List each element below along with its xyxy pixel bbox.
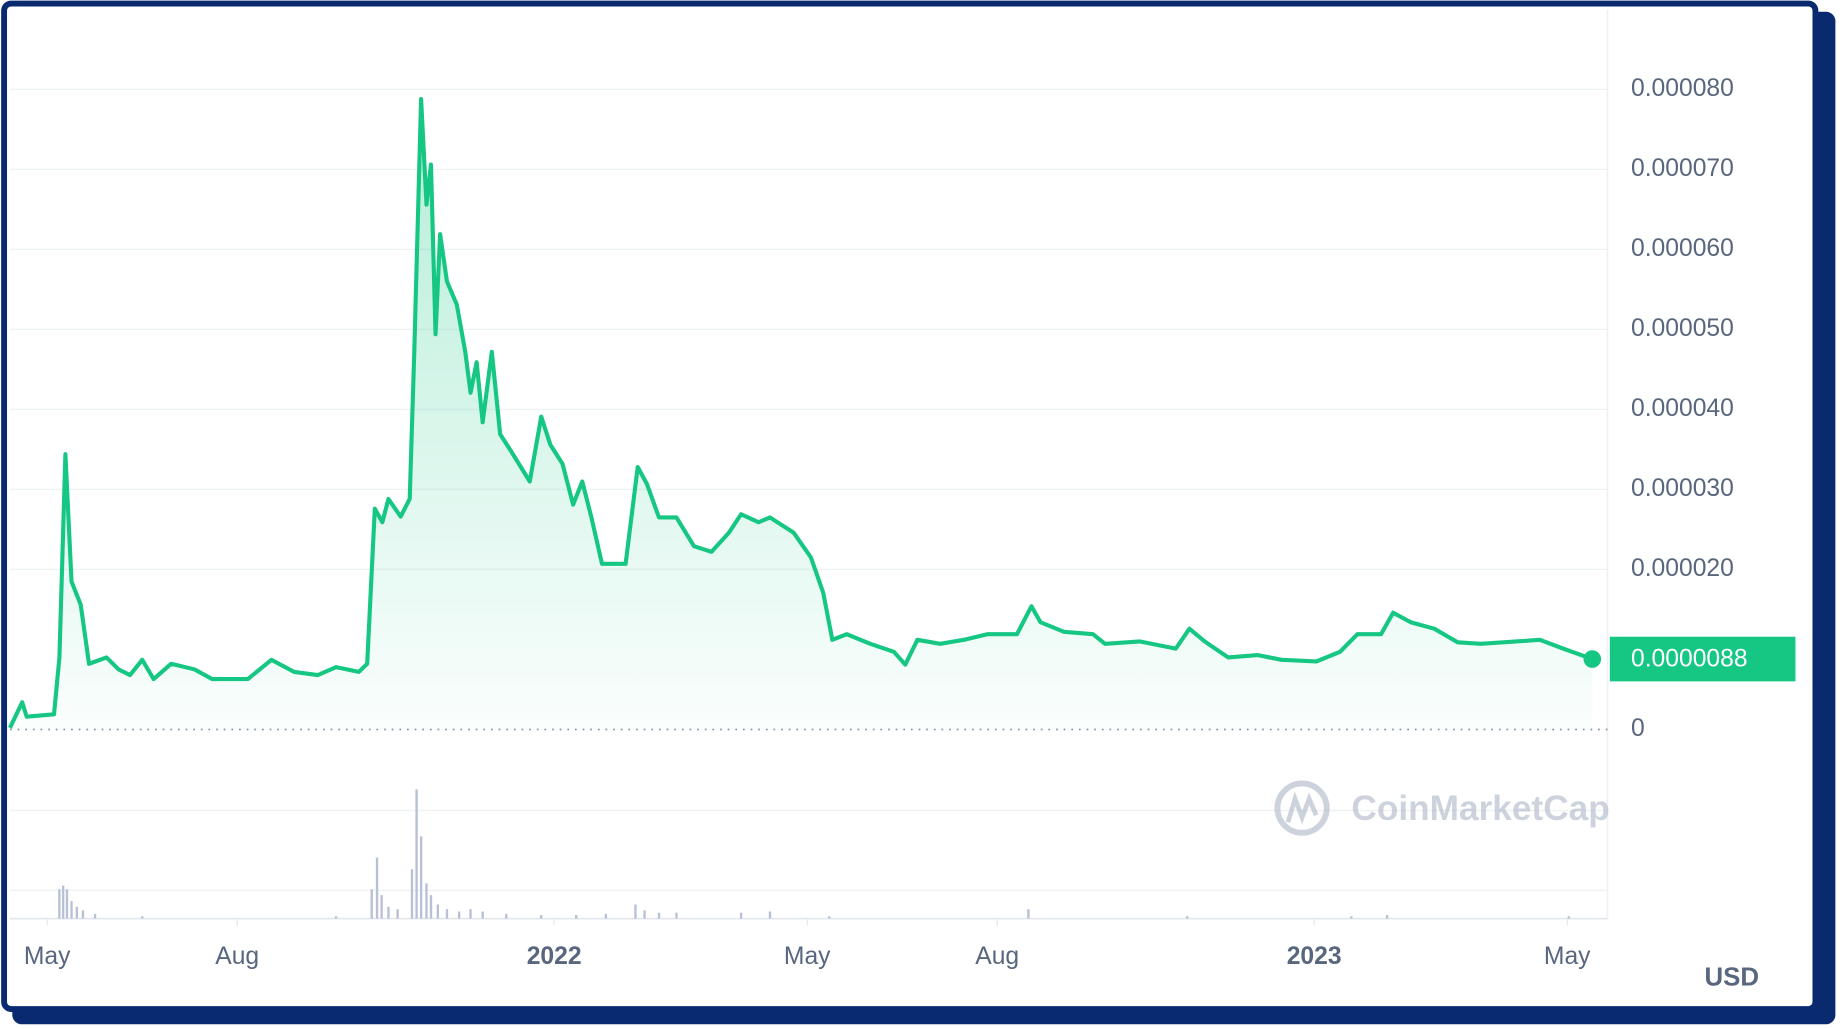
volume-bar — [1567, 916, 1570, 919]
volume-bar — [61, 885, 65, 919]
volume-bar — [657, 912, 661, 919]
plot: 0 0.000020 0.000030 0.000040 0.000050 0.00006… — [8, 9, 1796, 970]
x-tick-label: May — [784, 943, 831, 970]
watermark-text: CoinMarketCap — [1351, 789, 1609, 828]
volume-bar — [643, 910, 646, 919]
volume-bar — [1350, 916, 1353, 919]
volume-bar — [380, 895, 383, 919]
volume-bar — [828, 916, 831, 919]
volume-bar — [574, 915, 578, 919]
volume-bar — [370, 889, 373, 919]
volume-bar — [396, 909, 399, 919]
x-tick-label: 2022 — [527, 943, 582, 970]
y-tick-label: 0.000060 — [1631, 235, 1734, 262]
y-tick-label: 0.000050 — [1631, 315, 1734, 342]
volume-bar — [387, 906, 390, 919]
frame — [1, 0, 1819, 1012]
y-tick-label: 0.000080 — [1631, 75, 1734, 102]
volume-bar — [410, 869, 414, 919]
volume-bar — [481, 911, 484, 919]
volume-bar — [425, 883, 428, 919]
logo-mark — [1285, 791, 1319, 825]
price-line — [8, 96, 1594, 729]
y-tick-label: 0.000020 — [1631, 555, 1734, 582]
volume-bar — [1186, 916, 1189, 919]
volume-bar — [739, 912, 743, 919]
volume-bar — [75, 906, 79, 919]
price-badge — [1609, 636, 1796, 682]
volume-bar — [505, 913, 508, 919]
volume-bar — [675, 912, 678, 919]
volume-bar — [436, 904, 440, 919]
x-tick-label: May — [1544, 943, 1591, 970]
volume-bar — [445, 909, 449, 919]
volume-bar — [141, 916, 144, 919]
volume-bar — [1027, 909, 1030, 919]
volume-bar — [419, 836, 423, 919]
volume-bar — [604, 913, 607, 919]
x-tick-label: Aug — [975, 943, 1019, 970]
volume-bar — [429, 895, 433, 919]
volume-bar — [1385, 915, 1389, 919]
volume-bar — [457, 911, 461, 919]
currency-label: USD — [1704, 963, 1759, 991]
x-tick-label: Aug — [215, 943, 259, 970]
price-badge-label: 0.0000088 — [1631, 646, 1748, 673]
watermark: CoinMarketCap — [1274, 780, 1610, 836]
volume-bar — [375, 857, 379, 919]
volume-bar — [93, 913, 97, 919]
y-tick-label: 0.000030 — [1631, 475, 1734, 502]
volume-bar — [540, 915, 543, 919]
volume-bar — [58, 889, 61, 919]
x-tick-label: May — [24, 943, 71, 970]
price-area — [9, 99, 1593, 730]
y-tick-label: 0.000070 — [1631, 155, 1734, 182]
x-tick-label: 2023 — [1287, 943, 1342, 970]
last-point — [1583, 650, 1602, 668]
volume-bar — [70, 900, 73, 919]
volume-bar — [469, 909, 472, 919]
volume-bar — [415, 789, 418, 919]
y-tick-label: 0 — [1631, 715, 1645, 742]
logo — [1274, 780, 1330, 836]
volume-bar — [768, 911, 772, 919]
volume-bar — [334, 916, 338, 919]
volume-bar — [65, 889, 69, 919]
volume-bar — [81, 910, 85, 919]
y-tick-label: 0.000040 — [1631, 395, 1734, 422]
volume-bar — [634, 904, 637, 919]
